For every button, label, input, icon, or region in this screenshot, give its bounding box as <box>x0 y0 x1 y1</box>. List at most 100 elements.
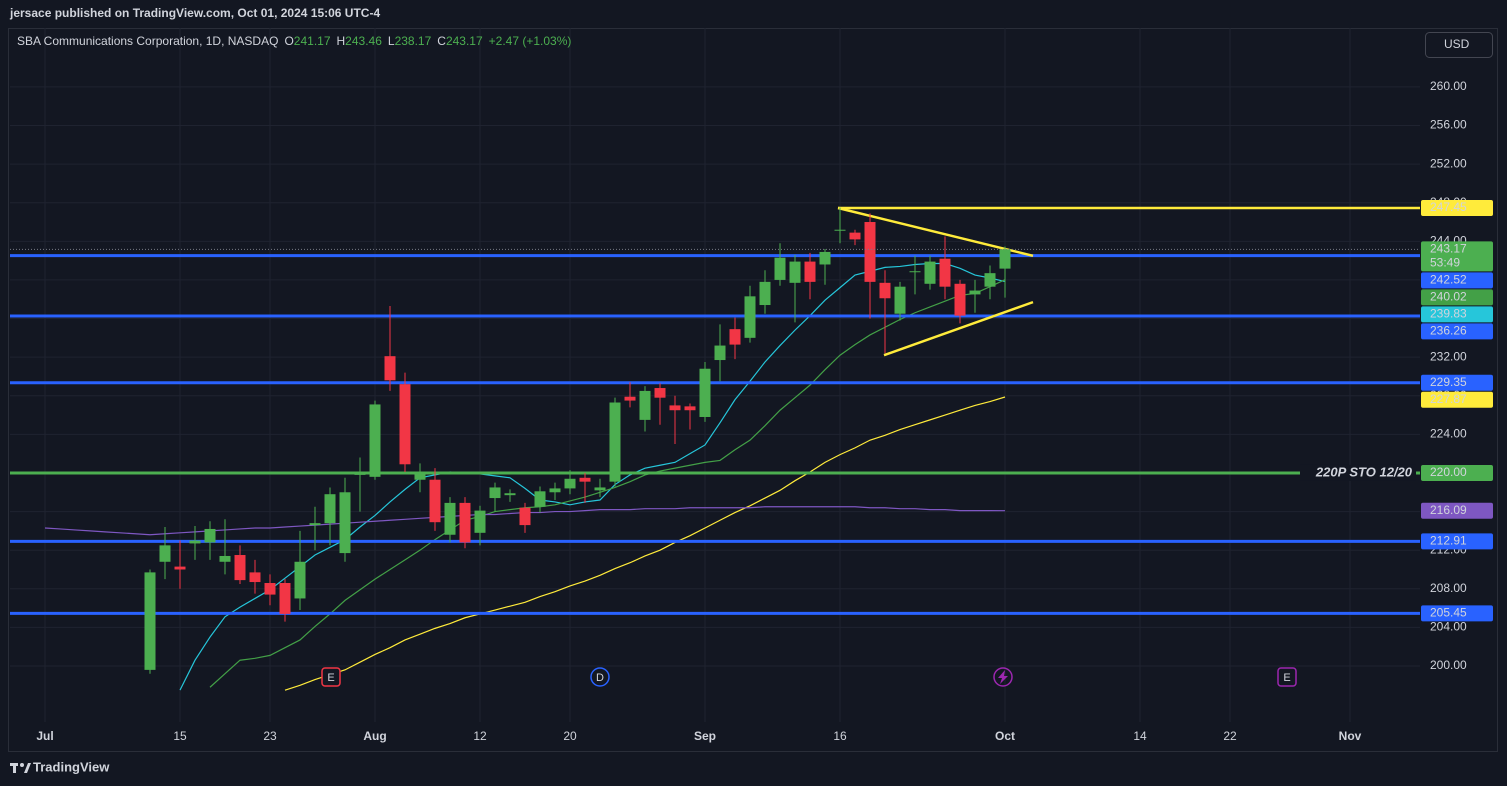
candle-body <box>624 396 636 401</box>
candle-body <box>534 491 546 507</box>
candle-body <box>804 261 816 282</box>
legend-value: 243.46 <box>345 34 382 48</box>
candle-body <box>639 390 651 420</box>
candle-body <box>204 528 216 543</box>
price-label: 205.45 <box>1430 606 1467 620</box>
event-marker <box>1277 667 1297 687</box>
x-tick-label: Aug <box>363 729 386 743</box>
candle-body <box>429 479 441 523</box>
y-tick-label: 252.00 <box>1430 156 1467 170</box>
currency-label[interactable]: USD <box>1444 37 1470 51</box>
price-label-box <box>1421 306 1493 323</box>
candle-body <box>189 540 201 544</box>
price-label-box <box>1421 464 1493 481</box>
price-label-box <box>1421 391 1493 408</box>
level-note: 220P STO 12/20 <box>1315 464 1413 479</box>
candle-body <box>549 488 561 493</box>
candle-body <box>759 281 771 306</box>
x-tick-label: Oct <box>995 729 1015 743</box>
price-label: 212.91 <box>1430 534 1467 548</box>
event-label: E <box>1283 672 1290 684</box>
currency-button[interactable] <box>1425 32 1493 58</box>
event-label: E <box>327 672 334 684</box>
y-tick-label: 232.00 <box>1430 349 1467 363</box>
price-label-box <box>1421 289 1493 306</box>
price-axis: 200.00204.00208.00212.00216.00220.00224.… <box>1421 79 1493 672</box>
candles <box>10 207 1420 674</box>
price-label: 220.00 <box>1430 465 1467 479</box>
candle-body <box>519 507 531 526</box>
candle-body <box>249 572 261 583</box>
candle-body <box>414 472 426 480</box>
price-label: 236.26 <box>1430 323 1467 337</box>
candle-body <box>729 329 741 345</box>
trendline <box>883 300 1034 357</box>
candle-body <box>384 356 396 381</box>
countdown-label: 53:49 <box>1430 255 1460 269</box>
candle-body <box>459 502 471 543</box>
legend-key: C <box>437 34 446 48</box>
candle-body <box>699 368 711 417</box>
x-tick-label: 15 <box>173 729 187 743</box>
legend-value: 238.17 <box>395 34 432 48</box>
x-tick-label: 22 <box>1223 729 1237 743</box>
candle-body <box>909 271 921 273</box>
candle-body <box>399 384 411 465</box>
candle-body <box>444 502 456 535</box>
candle-body <box>789 261 801 283</box>
x-tick-label: 20 <box>563 729 577 743</box>
candle-body <box>504 493 516 496</box>
x-tick-label: Nov <box>1339 729 1362 743</box>
candle-body <box>939 258 951 287</box>
dividend-icon <box>993 667 1013 687</box>
x-tick-label: 14 <box>1133 729 1147 743</box>
candle-body <box>819 251 831 265</box>
candle-body <box>309 523 321 526</box>
candle-body <box>159 545 171 562</box>
level-note-bg <box>1300 464 1416 481</box>
legend-value: 243.17 <box>446 34 483 48</box>
price-label-box <box>1421 323 1493 340</box>
logo-part <box>20 763 24 767</box>
y-tick-label: 204.00 <box>1430 620 1467 634</box>
legend-change: +2.47 (+1.03%) <box>489 34 572 48</box>
candle-body <box>279 583 291 614</box>
price-label: 227.87 <box>1430 392 1467 406</box>
logo-part <box>24 763 31 773</box>
moving-average <box>209 279 1006 688</box>
candle-body <box>774 257 786 280</box>
candle-body <box>294 561 306 599</box>
y-tick-label: 256.00 <box>1430 118 1467 132</box>
legend-symbol: SBA Communications Corporation, 1D, NASD… <box>17 34 278 48</box>
x-tick-label: Sep <box>694 729 716 743</box>
y-tick-label: 260.00 <box>1430 79 1467 93</box>
candle-body <box>564 478 576 489</box>
candle-body <box>714 345 726 361</box>
price-label: 242.52 <box>1430 272 1467 286</box>
y-tick-label: 208.00 <box>1430 581 1467 595</box>
candle-body <box>234 555 246 581</box>
moving-average <box>284 396 1006 691</box>
candle-body <box>669 405 681 411</box>
price-label-box <box>1421 374 1493 391</box>
candle-body <box>954 283 966 316</box>
price-label-box <box>1421 502 1493 519</box>
price-label-box <box>1421 533 1493 550</box>
x-tick-label: 16 <box>833 729 847 743</box>
x-tick-label: 12 <box>473 729 487 743</box>
logo-part <box>13 763 16 773</box>
publish-info: jersace published on TradingView.com, Oc… <box>9 6 380 20</box>
price-label-box <box>1421 272 1493 289</box>
event-marker <box>321 667 341 687</box>
panel-border <box>8 28 1498 752</box>
candle-body <box>579 477 591 482</box>
event-label: D <box>596 672 604 684</box>
price-label-box <box>1421 241 1493 272</box>
brand-logo <box>10 763 31 773</box>
legend-value: 241.17 <box>294 34 331 48</box>
candle-body <box>474 510 486 533</box>
candle-body <box>744 296 756 338</box>
candle-body <box>174 566 186 570</box>
